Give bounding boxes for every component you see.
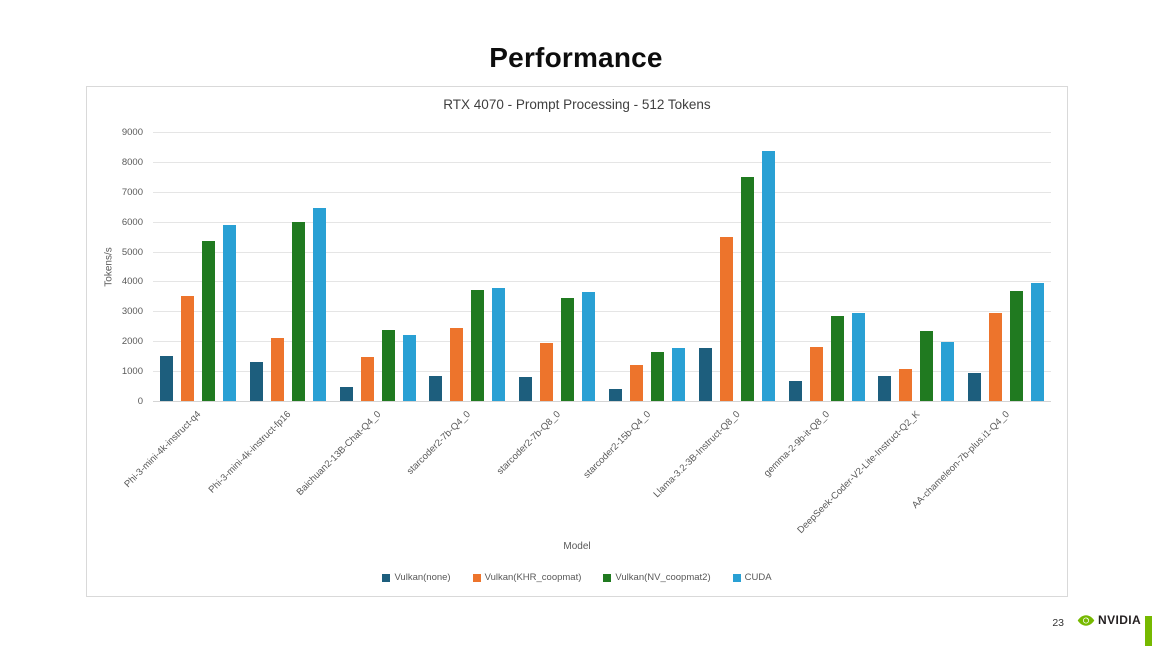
y-tick-label: 6000 bbox=[121, 216, 143, 228]
y-tick-label: 1000 bbox=[121, 366, 143, 378]
bar bbox=[312, 208, 326, 401]
legend-item: Vulkan(none) bbox=[382, 572, 451, 583]
y-tick-label: 5000 bbox=[121, 246, 143, 258]
legend-item: Vulkan(NV_coopmat2) bbox=[603, 572, 711, 583]
y-tick-label: 0 bbox=[137, 396, 143, 407]
bar bbox=[1031, 282, 1045, 401]
legend-swatch bbox=[732, 573, 741, 582]
nvidia-wordmark: NVIDIA bbox=[1098, 613, 1142, 627]
y-tick-label: 9000 bbox=[121, 127, 143, 138]
legend: Vulkan(none) Vulkan(KHR_coopmat) Vulkan(NV… bbox=[87, 572, 1067, 583]
legend-label: Vulkan(NV_coopmat2) bbox=[615, 572, 711, 583]
legend-label: Vulkan(none) bbox=[394, 572, 451, 583]
bar bbox=[899, 369, 913, 401]
bar bbox=[159, 355, 173, 401]
x-category-label: Phi-3-mini-4k-instruct-q4 bbox=[122, 409, 204, 490]
bar bbox=[920, 331, 934, 401]
gridline bbox=[153, 281, 1051, 283]
bar bbox=[429, 375, 443, 401]
x-category-label: starcoder2-15b-Q4_0 bbox=[581, 409, 653, 481]
gridline bbox=[153, 251, 1051, 253]
bar bbox=[878, 376, 892, 401]
bar bbox=[719, 236, 733, 401]
gridline bbox=[153, 191, 1051, 193]
gridline bbox=[153, 221, 1051, 223]
bar bbox=[360, 356, 374, 401]
bar bbox=[291, 221, 305, 401]
legend-swatch bbox=[472, 573, 481, 582]
bar bbox=[270, 338, 284, 401]
bar bbox=[698, 347, 712, 401]
bar bbox=[830, 316, 844, 401]
bar bbox=[740, 177, 754, 401]
bar bbox=[582, 291, 596, 401]
legend-label: Vulkan(KHR_coopmat) bbox=[484, 572, 582, 583]
x-category-label: Llama-3.2-3B-Instruct-Q8_0 bbox=[651, 409, 743, 501]
nvidia-logo: NVIDIA bbox=[1077, 613, 1141, 627]
legend-item: CUDA bbox=[732, 572, 772, 583]
bar bbox=[339, 386, 353, 401]
page-number: 23 bbox=[1052, 617, 1064, 629]
gridline bbox=[153, 132, 1051, 133]
legend-swatch bbox=[603, 573, 612, 582]
gridline bbox=[153, 161, 1051, 163]
bar bbox=[989, 313, 1003, 401]
bar bbox=[540, 342, 554, 401]
gridline bbox=[153, 371, 1051, 373]
y-tick-label: 7000 bbox=[121, 186, 143, 198]
chart-panel: RTX 4070 - Prompt Processing - 512 Token… bbox=[86, 86, 1068, 597]
x-category-label: gemma-2-9b-it-Q8_0 bbox=[762, 409, 833, 480]
gridline bbox=[153, 311, 1051, 313]
gridline bbox=[153, 341, 1051, 343]
legend-item: Vulkan(KHR_coopmat) bbox=[472, 572, 582, 583]
nvidia-eye-icon bbox=[1077, 614, 1095, 627]
gridline bbox=[153, 401, 1051, 402]
y-tick-label: 2000 bbox=[121, 336, 143, 348]
bar bbox=[968, 372, 982, 401]
bar bbox=[492, 287, 506, 401]
bar bbox=[671, 347, 685, 401]
y-tick-label: 4000 bbox=[121, 276, 143, 288]
y-tick-label: 8000 bbox=[121, 156, 143, 168]
bar bbox=[629, 365, 643, 401]
y-tick-label: 3000 bbox=[121, 306, 143, 318]
bar bbox=[809, 346, 823, 401]
bar bbox=[201, 241, 215, 401]
bar bbox=[381, 330, 395, 401]
bar bbox=[402, 335, 416, 401]
x-axis-title: Model bbox=[563, 541, 591, 552]
x-category-label: starcoder2-7b-Q4_0 bbox=[405, 409, 474, 477]
x-category-label: Phi-3-mini-4k-instruct-fp16 bbox=[206, 409, 294, 496]
bar bbox=[222, 224, 236, 401]
bar bbox=[1010, 291, 1024, 401]
slide-title: Performance bbox=[489, 42, 663, 73]
legend-swatch bbox=[382, 573, 391, 582]
x-category-label: starcoder2-7b-Q8_0 bbox=[494, 409, 563, 477]
bar bbox=[650, 351, 664, 401]
x-category-label: Baichuan2-13B-Chat-Q4_0 bbox=[294, 409, 384, 498]
bar bbox=[249, 362, 263, 401]
legend-label: CUDA bbox=[744, 572, 772, 583]
plot-area bbox=[153, 132, 1051, 402]
bar bbox=[471, 290, 485, 401]
bar bbox=[941, 341, 955, 401]
nvidia-green-bar bbox=[1145, 616, 1152, 646]
bar bbox=[788, 380, 802, 401]
bar bbox=[761, 151, 775, 401]
bar bbox=[519, 377, 533, 401]
x-category-label: AA-chameleon-7b-plus.i1-Q4_0 bbox=[910, 409, 1012, 511]
bar bbox=[851, 313, 865, 401]
bar bbox=[561, 297, 575, 401]
chart-title: RTX 4070 - Prompt Processing - 512 Token… bbox=[443, 97, 711, 112]
bar bbox=[180, 295, 194, 401]
bar bbox=[608, 389, 622, 401]
bar bbox=[450, 327, 464, 401]
